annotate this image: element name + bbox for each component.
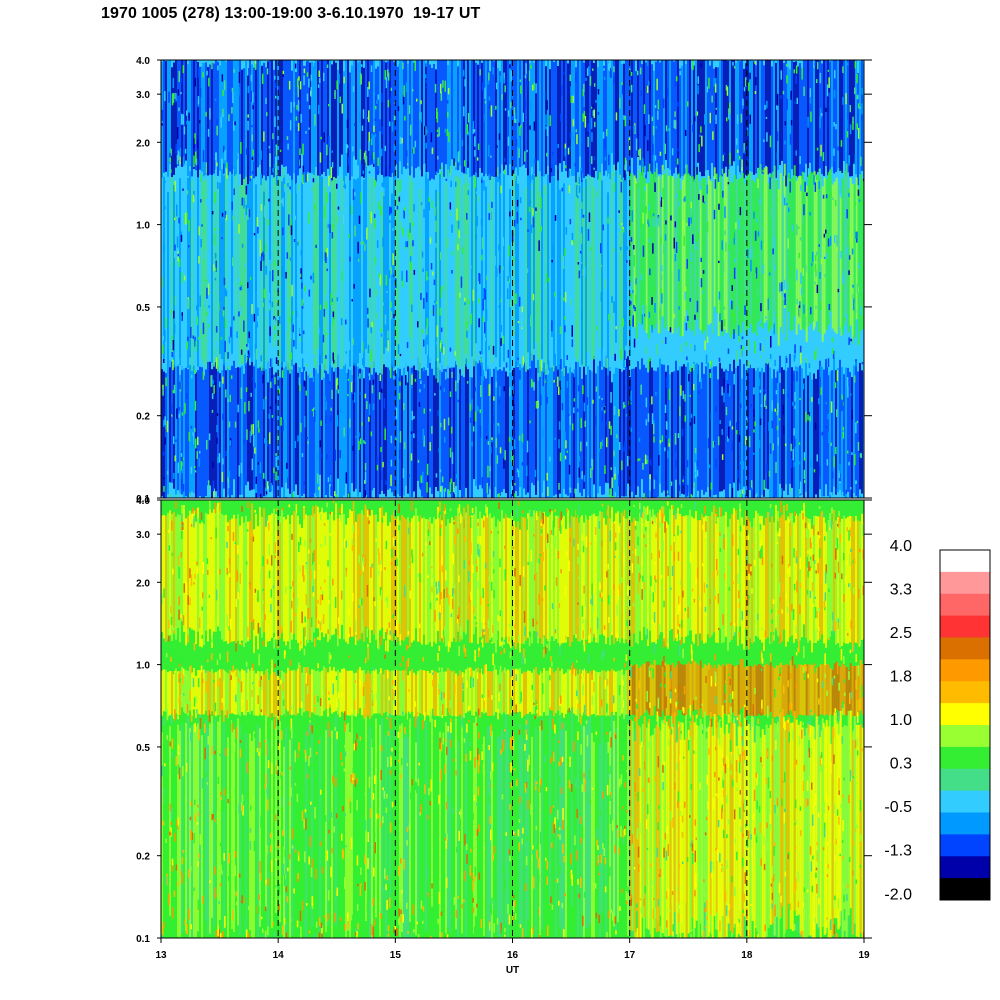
y-tick-label: 1.0	[136, 221, 150, 232]
colorbar-label: 0.3	[890, 756, 912, 773]
y-tick-label: 2.0	[136, 138, 150, 149]
x-tick-label: 18	[741, 950, 753, 961]
colorbar-band	[940, 637, 990, 660]
colorbar-band	[940, 615, 990, 638]
y-tick-label: 2.0	[136, 578, 150, 589]
x-tick-label: 14	[273, 950, 285, 961]
colorbar-label: -2.0	[884, 886, 912, 903]
panel-frame-upper	[160, 59, 865, 499]
colorbar-band	[940, 571, 990, 595]
colorbar-frame	[939, 549, 991, 901]
y-tick-label: 0.5	[136, 743, 150, 754]
chart-title: 1970 1005 (278) 13:00-19:00 3-6.10.1970 …	[101, 5, 481, 22]
colorbar-label: 2.5	[890, 625, 912, 642]
y-tick-label: 0.2	[136, 852, 150, 863]
colorbar-label: -0.5	[884, 799, 912, 816]
y-tick-label: 3.0	[136, 90, 150, 101]
colorbar-band	[940, 790, 990, 813]
y-tick-label: 1.0	[136, 661, 150, 672]
colorbar-label: -1.3	[884, 843, 912, 860]
colorbar-band	[940, 812, 990, 835]
panel-lower	[161, 500, 864, 938]
colorbar-band	[940, 768, 990, 792]
colorbar-label: 1.8	[890, 669, 912, 686]
colorbar-band	[940, 550, 990, 573]
colorbar-band	[940, 856, 990, 879]
x-tick-label: 13	[155, 950, 167, 961]
x-tick-label: 15	[390, 950, 402, 961]
y-tick-label: 0.1	[136, 494, 150, 505]
x-tick-label: 19	[858, 950, 870, 961]
y-tick-label: 3.0	[136, 530, 150, 541]
x-tick-label: 17	[624, 950, 636, 961]
colorbar-label: 1.0	[890, 712, 912, 729]
colorbar-band	[940, 834, 990, 857]
colorbar-label: 3.3	[890, 582, 912, 599]
colorbar-band	[940, 746, 990, 770]
panel-upper	[161, 60, 864, 498]
colorbar-band	[940, 593, 990, 617]
y-tick-label: 0.5	[136, 303, 150, 314]
y-tick-label: 4.0	[136, 496, 150, 507]
y-tick-label: 0.1	[136, 934, 150, 945]
colorbar-band	[940, 703, 990, 726]
colorbar-band	[940, 659, 990, 682]
colorbar-label: 4.0	[890, 538, 912, 555]
colorbar-band	[940, 725, 990, 748]
x-tick-label: 16	[507, 950, 519, 961]
colorbar-band	[940, 878, 990, 901]
colorbar-band	[940, 681, 990, 704]
x-axis-label: UT	[506, 965, 519, 976]
y-tick-label: 4.0	[136, 56, 150, 67]
y-tick-label: 0.2	[136, 412, 150, 423]
